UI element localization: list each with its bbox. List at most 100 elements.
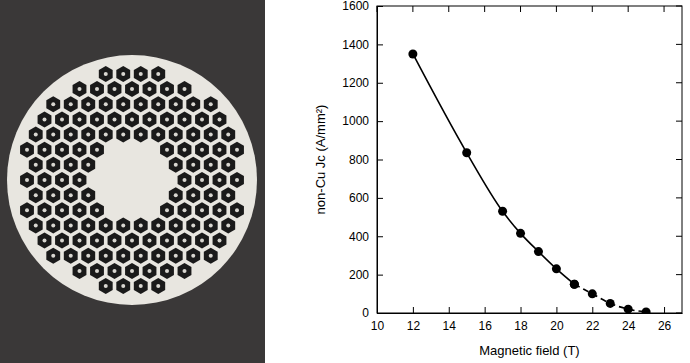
wire-photo — [0, 0, 265, 363]
filament — [195, 233, 209, 249]
x-tick-label: 14 — [443, 319, 457, 333]
filament-core — [183, 208, 187, 212]
filament-core — [95, 117, 99, 121]
filament-core — [165, 117, 169, 121]
x-tick-label: 10 — [371, 319, 385, 333]
x-tick-label: 16 — [478, 319, 492, 333]
filament — [195, 142, 209, 158]
x-tick: 20 — [550, 307, 564, 333]
filament-core — [174, 102, 178, 106]
filament — [143, 81, 157, 97]
filament-core — [174, 133, 178, 137]
data-point — [606, 299, 615, 308]
filament-core — [43, 208, 47, 212]
filament — [99, 217, 113, 233]
filament — [134, 127, 148, 143]
data-point — [552, 264, 561, 273]
y-tick: 1200 — [342, 76, 383, 90]
filament — [46, 96, 60, 112]
filament — [151, 127, 165, 143]
x-axis: 101214161820222426 — [371, 307, 683, 333]
filament-core — [218, 208, 222, 212]
filament — [204, 248, 218, 264]
filament-core — [51, 102, 55, 106]
filament — [90, 111, 104, 127]
filament-core — [148, 87, 152, 91]
filament — [134, 248, 148, 264]
filament — [64, 187, 78, 203]
filament — [125, 263, 139, 279]
filament — [116, 217, 130, 233]
x-tick-label: 12 — [407, 319, 421, 333]
filament — [29, 187, 43, 203]
filament — [116, 278, 130, 294]
filament — [221, 217, 235, 233]
filament-core — [130, 239, 134, 243]
filament-core — [78, 239, 82, 243]
filament-core — [174, 163, 178, 167]
x-tick-mark — [485, 307, 486, 313]
filament-core — [218, 148, 222, 152]
filament-core — [86, 193, 90, 197]
x-axis-title: Magnetic field (T) — [479, 343, 579, 358]
filament — [46, 187, 60, 203]
filament — [64, 248, 78, 264]
data-point — [588, 289, 597, 298]
x-tick-label: 22 — [586, 319, 600, 333]
filament — [134, 66, 148, 82]
filament — [125, 233, 139, 249]
data-point — [462, 148, 471, 157]
filament — [178, 263, 192, 279]
filament — [169, 157, 183, 173]
filament-core — [183, 117, 187, 121]
x-tick-mark-top — [520, 6, 521, 12]
filament — [73, 142, 87, 158]
filament — [186, 187, 200, 203]
filament-core — [104, 223, 108, 227]
filament — [99, 278, 113, 294]
filament — [169, 127, 183, 143]
filament-core — [130, 87, 134, 91]
filament — [29, 127, 43, 143]
filament — [178, 81, 192, 97]
filament-core — [156, 72, 160, 76]
filament — [204, 127, 218, 143]
filament — [151, 96, 165, 112]
filament-core — [95, 148, 99, 152]
y-tick-mark-right — [676, 274, 682, 275]
filament — [81, 96, 95, 112]
filament-core — [95, 269, 99, 273]
filament-core — [218, 178, 222, 182]
y-tick-label: 1400 — [342, 38, 369, 52]
filament — [38, 172, 52, 188]
filament — [116, 96, 130, 112]
filament-core — [78, 208, 82, 212]
x-axis-line — [378, 313, 683, 314]
filament-core — [25, 148, 29, 152]
filament-core — [69, 223, 73, 227]
data-point — [498, 207, 507, 216]
filament — [186, 248, 200, 264]
data-point — [516, 229, 525, 238]
filament-core — [148, 239, 152, 243]
filament-core — [25, 208, 29, 212]
filament — [230, 172, 244, 188]
y-tick: 1400 — [342, 38, 383, 52]
filament-core — [60, 239, 64, 243]
filament — [125, 81, 139, 97]
filament-core — [191, 133, 195, 137]
filament — [55, 111, 69, 127]
x-tick-mark — [521, 307, 522, 313]
filament-core — [200, 117, 204, 121]
filament-core — [209, 102, 213, 106]
filament-core — [200, 239, 204, 243]
y-tick-label: 600 — [349, 191, 369, 205]
filament-core — [165, 87, 169, 91]
series-line — [413, 54, 574, 284]
filament-core — [191, 223, 195, 227]
data-point — [570, 280, 579, 289]
y-tick-mark — [377, 160, 383, 161]
filament-core — [25, 178, 29, 182]
x-tick: 22 — [586, 307, 600, 333]
filament — [55, 142, 69, 158]
